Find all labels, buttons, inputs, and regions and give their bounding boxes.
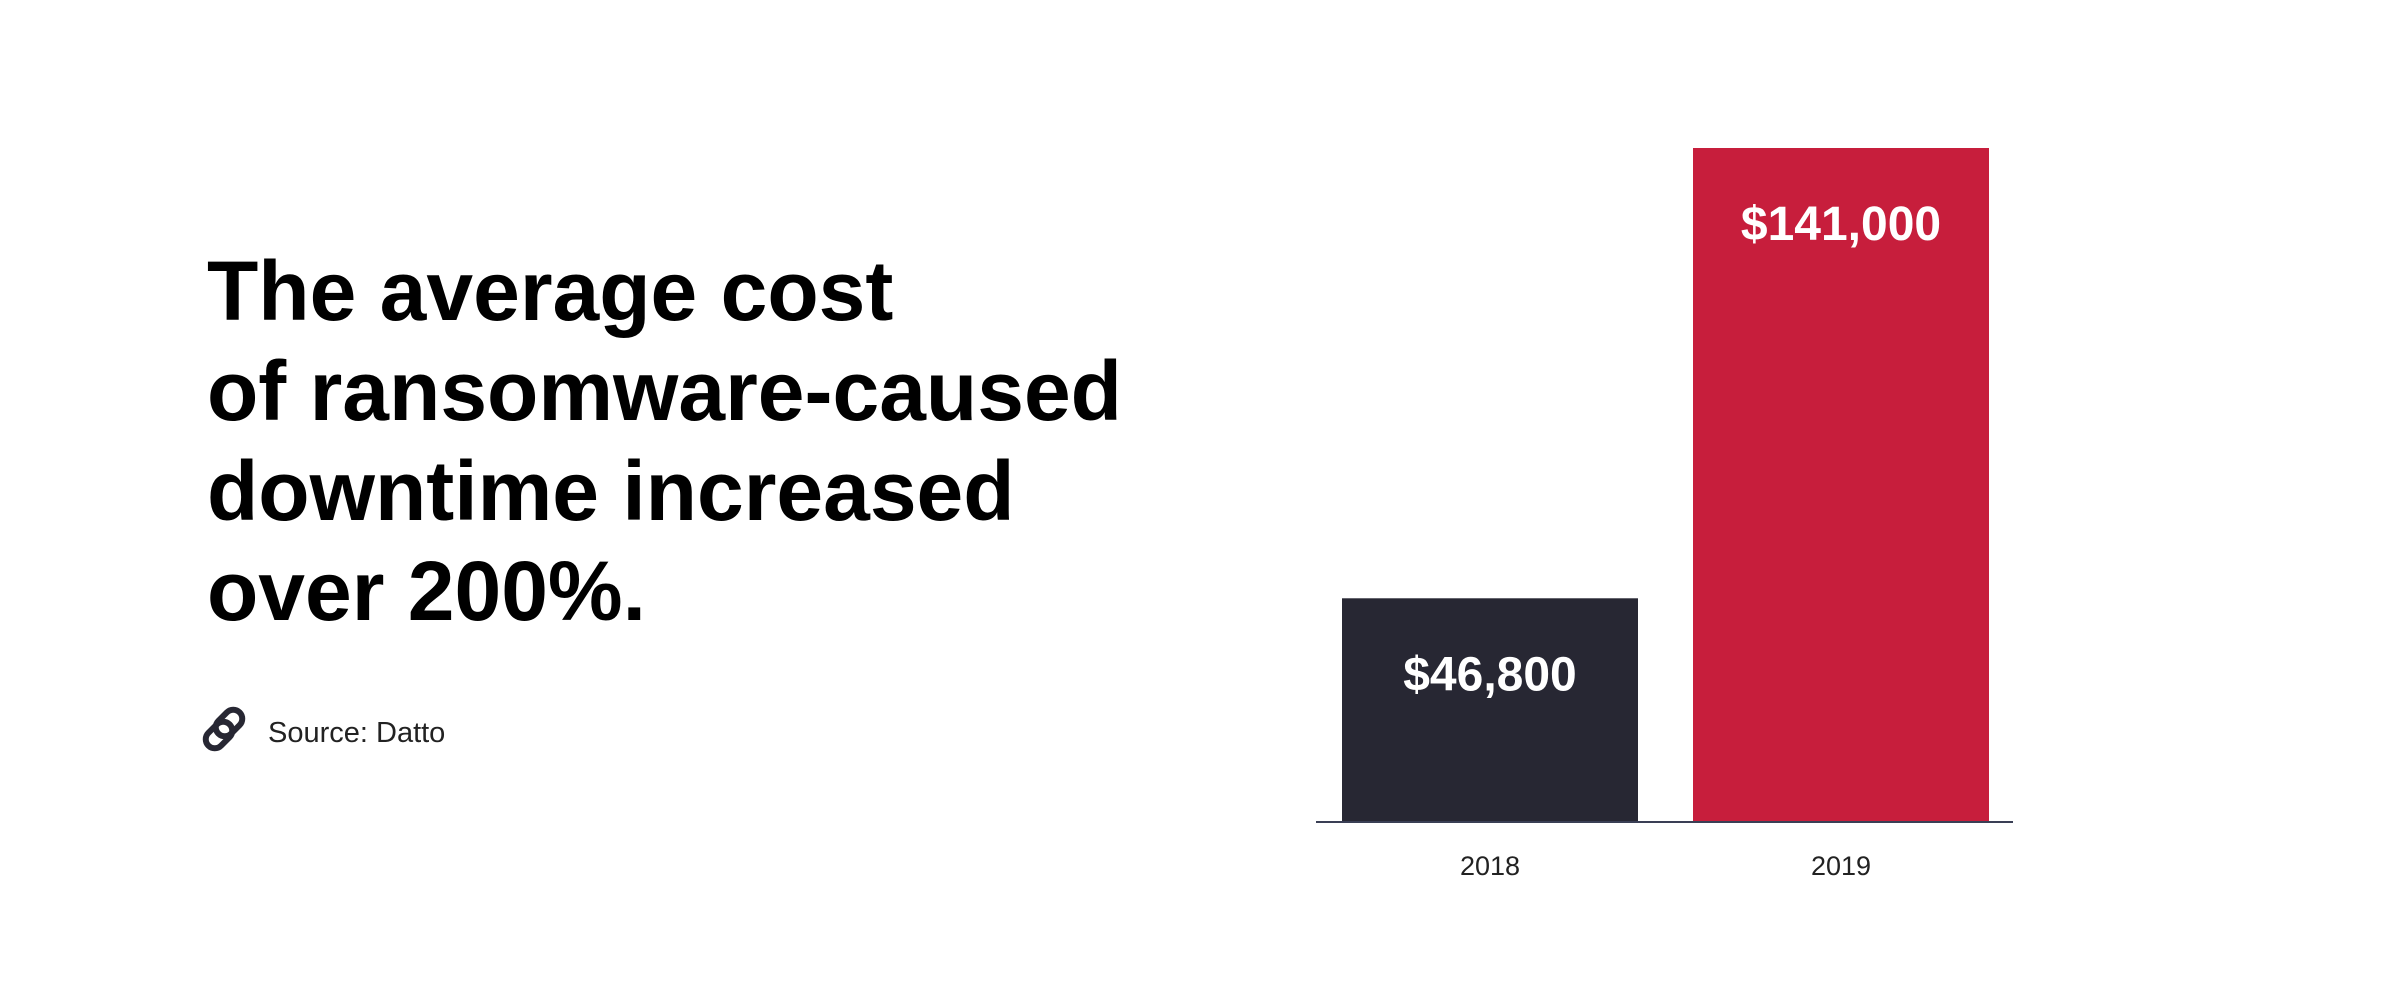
x-tick-label: 2018 xyxy=(1460,851,1520,881)
value-label: $141,000 xyxy=(1741,198,1941,251)
bar xyxy=(1342,598,1638,822)
title-line: over 200%. xyxy=(207,544,646,638)
source-icon xyxy=(202,706,246,752)
title-line: of ransomware-caused xyxy=(207,344,1122,438)
x-tick-label: 2019 xyxy=(1811,851,1871,881)
title-line: downtime increased xyxy=(207,444,1015,538)
value-label: $46,800 xyxy=(1403,648,1577,701)
title-line: The average cost xyxy=(207,244,893,338)
bar xyxy=(1693,148,1989,822)
source: Source: Datto xyxy=(268,717,445,749)
